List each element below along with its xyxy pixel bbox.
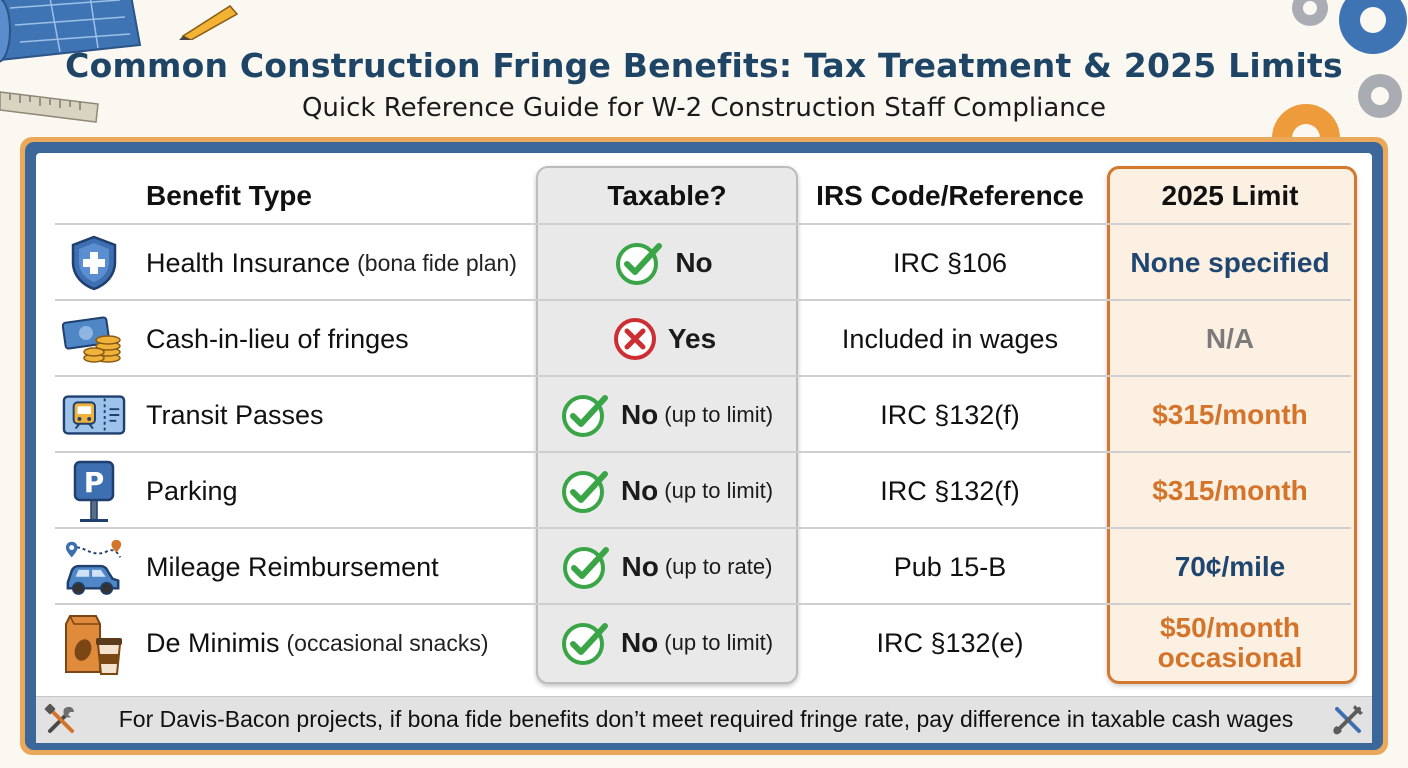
- check-icon: [561, 620, 611, 666]
- taxable-value: No: [620, 475, 659, 506]
- benefit-name: Transit Passes: [146, 399, 324, 430]
- benefit-name: Mileage Reimbursement: [146, 551, 439, 582]
- taxable-value: No: [621, 551, 659, 582]
- car-route-icon: [62, 529, 126, 605]
- limit-cell: 70¢/mile: [1174, 551, 1286, 582]
- taxable-cell: No (up to rate): [540, 529, 794, 605]
- limit-cell: None specified: [1130, 247, 1330, 278]
- row-divider: [55, 375, 1351, 377]
- check-icon: [561, 392, 611, 438]
- svg-text:P: P: [84, 466, 105, 499]
- benefit-name: Health Insurance: [146, 247, 351, 278]
- irs-code-cell: IRC §132(e): [876, 627, 1024, 658]
- table-row: Health Insurance (bona fide plan) No IRC…: [0, 225, 1408, 301]
- irs-code-cell: IRC §132(f): [880, 475, 1020, 506]
- shield-cross-icon: [62, 225, 126, 301]
- benefit-name: Cash-in-lieu of fringes: [146, 323, 409, 354]
- table-row: De Minimis (occasional snacks) No (up to…: [0, 605, 1408, 681]
- benefit-note: (occasional snacks): [286, 629, 489, 656]
- taxable-value: No: [620, 399, 659, 430]
- header-irs-code: IRS Code/Reference: [816, 180, 1084, 211]
- table-row: Cash-in-lieu of fringes Yes Included in …: [0, 301, 1408, 377]
- taxable-cell: No: [540, 225, 794, 301]
- irs-code-cell: Pub 15-B: [893, 551, 1007, 582]
- taxable-cell: Yes: [540, 301, 794, 377]
- benefit-cell: Cash-in-lieu of fringes: [146, 301, 536, 377]
- header-benefit-type: Benefit Type: [146, 180, 312, 211]
- transit-ticket-icon: [62, 377, 126, 453]
- table-row: P Parking No (up to limit) IRC §132(f) $…: [0, 453, 1408, 529]
- page-title: Common Construction Fringe Benefits: Tax…: [65, 46, 1343, 85]
- limit-cell: $50/month occasional: [1157, 612, 1303, 673]
- taxable-cell: No (up to limit): [540, 377, 794, 453]
- taxable-note: (up to limit): [664, 478, 774, 503]
- row-divider: [55, 527, 1351, 529]
- row-divider: [55, 603, 1351, 605]
- pencil-icon: [179, 5, 239, 40]
- irs-code-cell: IRC §132(f): [880, 399, 1020, 430]
- benefit-cell: Parking: [146, 453, 536, 529]
- benefit-cell: Health Insurance (bona fide plan): [146, 225, 536, 301]
- limit-cell: $315/month: [1152, 399, 1308, 430]
- snack-bag-cup-icon: [62, 605, 126, 681]
- taxable-value: No: [675, 247, 713, 278]
- row-divider: [55, 299, 1351, 301]
- irs-code-cell: Included in wages: [841, 323, 1059, 354]
- benefit-cell: Mileage Reimbursement: [146, 529, 536, 605]
- wrench-screwdriver-icon: [1333, 705, 1363, 735]
- header-2025-limit: 2025 Limit: [1161, 180, 1299, 211]
- taxable-note: (up to limit): [664, 402, 774, 427]
- page-subtitle: Quick Reference Guide for W-2 Constructi…: [301, 93, 1107, 123]
- benefit-cell: Transit Passes: [146, 377, 536, 453]
- benefit-note: (bona fide plan): [357, 249, 517, 276]
- limit-column-highlight: [1107, 166, 1357, 684]
- footer-note: For Davis-Bacon projects, if bona fide b…: [118, 706, 1294, 732]
- blueprint-roll-icon: [0, 0, 142, 63]
- taxable-cell: No (up to limit): [540, 453, 794, 529]
- benefit-cell: De Minimis (occasional snacks): [146, 605, 536, 681]
- tools-icon: [44, 703, 74, 733]
- taxable-value: No: [620, 627, 659, 658]
- taxable-value: Yes: [667, 323, 717, 354]
- row-divider: [55, 451, 1351, 453]
- check-icon: [562, 544, 612, 590]
- check-icon: [615, 240, 665, 286]
- benefit-name: De Minimis: [146, 627, 280, 658]
- table-row: Transit Passes No (up to limit) IRC §132…: [0, 377, 1408, 453]
- check-icon: [561, 468, 611, 514]
- footer-bar: [36, 696, 1372, 743]
- parking-sign-icon: P: [62, 453, 126, 529]
- table-row: Mileage Reimbursement No (up to rate) Pu…: [0, 529, 1408, 605]
- limit-cell: N/A: [1205, 323, 1255, 354]
- taxable-note: (up to rate): [664, 554, 773, 579]
- benefit-name: Parking: [146, 475, 238, 506]
- row-divider: [55, 223, 1351, 225]
- cash-coins-icon: [62, 301, 126, 377]
- header-taxable: Taxable?: [607, 180, 727, 211]
- taxable-cell: No (up to limit): [540, 605, 794, 681]
- limit-cell: $315/month: [1152, 475, 1308, 506]
- taxable-note: (up to limit): [664, 630, 774, 655]
- x-icon: [612, 316, 658, 362]
- ruler-icon: [0, 91, 99, 123]
- irs-code-cell: IRC §106: [892, 247, 1008, 278]
